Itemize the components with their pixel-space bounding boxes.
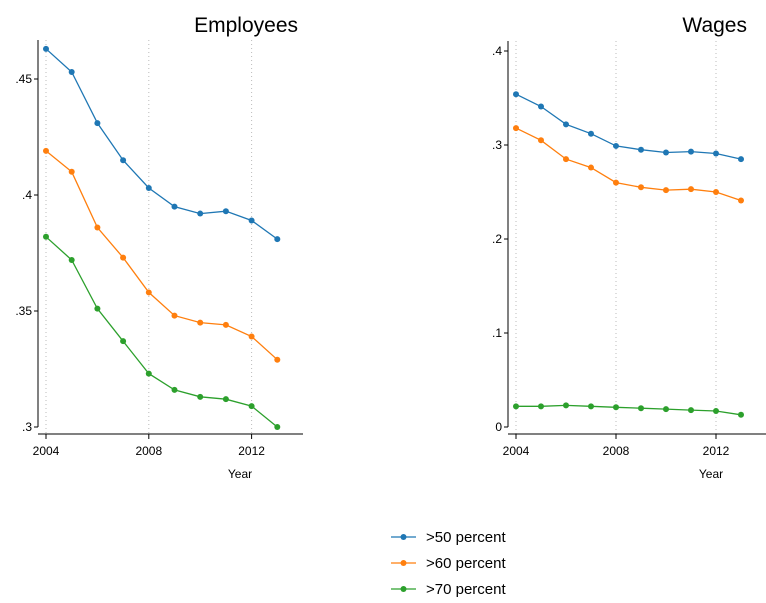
employees-data-point	[248, 403, 255, 410]
wages-data-point	[688, 186, 694, 193]
employees-data-point	[197, 393, 204, 400]
employees-series-line	[45, 236, 278, 428]
wages-data-point	[563, 402, 569, 409]
wages-data-point	[513, 91, 519, 98]
wages-data-point	[663, 187, 669, 194]
employees-y-tick-label: .4	[22, 188, 32, 202]
wages-data-point	[713, 408, 719, 415]
wages-panel-title: Wages	[682, 14, 747, 37]
wages-data-point	[663, 406, 669, 413]
employees-series-line	[45, 150, 278, 361]
employees-data-point	[171, 203, 178, 210]
employees-data-point	[68, 256, 75, 263]
wages-data-point	[613, 179, 619, 186]
employees-x-tick-label: 2012	[238, 444, 265, 458]
employees-panel: Employees .3 .35 .4 .45 2004 2008 2012 Year	[15, 14, 303, 481]
wages-x-tick-label: 2012	[703, 444, 730, 458]
wages-x-tick-label: 2008	[603, 444, 630, 458]
employees-x-axis-label: Year	[228, 467, 252, 481]
wages-x-axis-label: Year	[699, 467, 723, 481]
wages-data-point	[738, 411, 744, 418]
employees-data-point	[68, 168, 75, 175]
employees-series-line	[45, 48, 278, 240]
wages-data-point	[538, 103, 544, 110]
employees-data-point	[197, 319, 204, 326]
wages-data-point	[588, 130, 594, 137]
legend-marker	[400, 560, 407, 566]
wages-y-tick-label: 0	[495, 420, 502, 434]
employees-data-point	[197, 210, 204, 217]
employees-data-point	[68, 69, 75, 76]
employees-data-point	[222, 208, 229, 215]
wages-data-point	[688, 148, 694, 155]
employees-data-point	[248, 333, 255, 340]
wages-panel: Wages 0 .1 .2 .3 .4 2004 2008 2012 Year	[492, 14, 766, 481]
employees-data-point	[222, 396, 229, 403]
employees-data-point	[145, 289, 152, 296]
employees-data-point	[120, 254, 127, 261]
legend: >50 percent >60 percent >70 percent	[391, 529, 506, 598]
employees-panel-title: Employees	[194, 14, 298, 37]
employees-data-point	[171, 386, 178, 393]
employees-data-point	[94, 224, 101, 231]
wages-x-tick-label: 2004	[503, 444, 530, 458]
wages-data-point	[588, 164, 594, 171]
employees-data-point	[120, 338, 127, 345]
wages-data-point	[563, 156, 569, 163]
employees-data-point	[43, 147, 49, 154]
wages-series-line	[516, 404, 742, 416]
legend-label: >70 percent	[426, 581, 506, 598]
employees-data-point	[274, 236, 281, 243]
employees-data-point	[94, 305, 101, 312]
legend-marker	[400, 534, 407, 540]
employees-data-point	[43, 45, 49, 52]
wages-data-point	[738, 197, 744, 204]
wages-data-point	[538, 137, 544, 144]
wages-data-point	[638, 146, 644, 153]
wages-series-line	[515, 127, 742, 202]
employees-x-tick-label: 2004	[33, 444, 60, 458]
wages-y-tick-label: .3	[492, 138, 502, 152]
employees-data-point	[94, 120, 101, 127]
wages-data-point	[588, 403, 594, 410]
wages-data-point	[713, 189, 719, 195]
legend-label: >50 percent	[426, 529, 506, 546]
employees-data-point	[145, 370, 152, 377]
wages-data-point	[613, 404, 619, 411]
wages-data-point	[638, 405, 644, 412]
employees-data-point	[145, 185, 152, 192]
employees-x-tick-label: 2008	[135, 444, 162, 458]
wages-y-tick-label: .2	[492, 232, 502, 246]
wages-data-point	[638, 184, 644, 191]
employees-data-point	[248, 217, 255, 224]
wages-data-point	[513, 125, 519, 132]
employees-data-point	[222, 321, 229, 328]
wages-data-point	[713, 150, 719, 157]
legend-marker	[400, 586, 407, 592]
wages-y-tick-label: .1	[492, 326, 502, 340]
wages-data-point	[513, 403, 519, 410]
legend-label: >60 percent	[426, 555, 506, 572]
wages-data-point	[563, 121, 569, 128]
employees-data-point	[120, 157, 127, 164]
wages-data-point	[613, 142, 619, 149]
employees-y-tick-label: .3	[22, 420, 32, 434]
wages-y-tick-label: .4	[492, 44, 502, 58]
wages-data-point	[738, 156, 744, 163]
employees-y-tick-label: .35	[15, 304, 32, 318]
employees-data-point	[171, 312, 178, 319]
wages-data-point	[688, 407, 694, 414]
employees-data-point	[274, 356, 281, 363]
wages-data-point	[538, 403, 544, 410]
employees-y-tick-label: .45	[15, 72, 32, 86]
employees-data-point	[274, 424, 281, 430]
wages-data-point	[663, 149, 669, 156]
wages-series-line	[515, 93, 742, 160]
employees-data-point	[43, 233, 49, 240]
